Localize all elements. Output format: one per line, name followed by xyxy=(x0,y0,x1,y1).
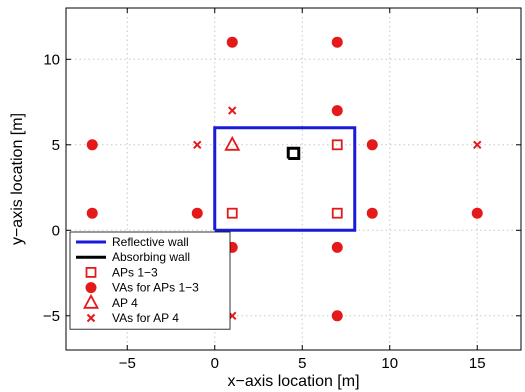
legend-label: APs 1−3 xyxy=(112,265,158,279)
data-point-circle xyxy=(191,207,203,219)
data-point-triangle xyxy=(224,135,241,151)
data-point-circle xyxy=(331,310,343,322)
x-tick-label: 15 xyxy=(469,355,486,372)
legend-box xyxy=(69,231,231,330)
data-point-circle xyxy=(86,139,98,151)
data-point-x xyxy=(473,140,482,150)
legend-label: Reflective wall xyxy=(112,235,189,249)
data-point-circle xyxy=(366,207,378,219)
y-tick-label: 10 xyxy=(43,51,60,68)
legend-item: APs 1−3 xyxy=(85,265,158,279)
data-points xyxy=(86,36,483,322)
data-point-circle xyxy=(86,207,98,219)
absorbing-wall xyxy=(286,146,301,160)
x-tick-label: 10 xyxy=(381,355,398,372)
data-point-square xyxy=(331,207,343,219)
legend-item: AP 4 xyxy=(82,293,138,310)
data-point-circle xyxy=(226,36,238,48)
data-point-x xyxy=(193,140,202,150)
legend-item: VAs for APs 1−3 xyxy=(85,281,199,295)
legend-marker-square xyxy=(85,266,97,278)
legend-marker-x xyxy=(86,313,96,323)
legend-item: Reflective wall xyxy=(76,235,189,249)
y-tick-label: −5 xyxy=(43,308,60,325)
x-axis-ticks: −5 0 5 10 15 xyxy=(119,8,486,372)
legend-label: Absorbing wall xyxy=(112,250,190,264)
data-point-circle xyxy=(366,139,378,151)
legend-marker-circle xyxy=(85,282,97,294)
data-point-square xyxy=(331,139,343,151)
y-axis-ticks: −5 0 5 10 xyxy=(43,51,521,325)
reflective-wall xyxy=(213,126,357,232)
plot-frame xyxy=(65,7,522,351)
legend-label: VAs for AP 4 xyxy=(112,311,179,325)
y-axis-label: y−axis location [m] xyxy=(9,113,26,245)
legend-label: AP 4 xyxy=(112,296,138,310)
x-tick-label: 5 xyxy=(298,355,306,372)
legend-marker-triangle xyxy=(82,293,100,309)
data-point-circle xyxy=(331,36,343,48)
x-tick-label: −5 xyxy=(119,355,136,372)
legend-label: VAs for APs 1−3 xyxy=(112,281,199,295)
legend-item: VAs for AP 4 xyxy=(86,311,179,325)
x-tick-label: 0 xyxy=(211,355,219,372)
y-tick-label: 0 xyxy=(52,222,60,239)
legend-item: Absorbing wall xyxy=(76,250,190,264)
data-point-x xyxy=(228,106,237,115)
data-point-square xyxy=(226,207,238,219)
data-point-circle xyxy=(471,207,483,219)
y-tick-label: 5 xyxy=(52,137,60,154)
data-point-circle xyxy=(331,241,343,253)
data-point-circle xyxy=(331,105,343,117)
x-axis-label: x−axis location [m] xyxy=(227,373,359,390)
